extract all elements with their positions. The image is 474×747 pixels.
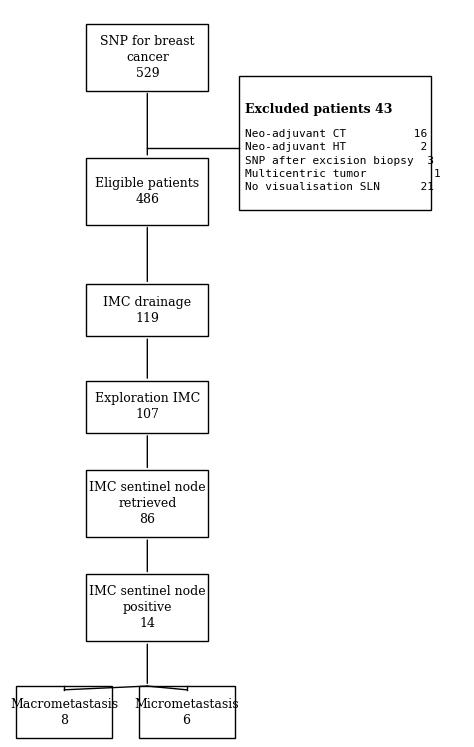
Text: Eligible patients
486: Eligible patients 486 [95,177,200,205]
FancyBboxPatch shape [86,471,209,537]
FancyBboxPatch shape [239,75,431,210]
Text: Micrometastasis
6: Micrometastasis 6 [134,698,239,727]
Text: Exploration IMC
107: Exploration IMC 107 [95,392,200,421]
FancyBboxPatch shape [86,24,209,90]
FancyBboxPatch shape [86,381,209,433]
Text: Macrometastasis
8: Macrometastasis 8 [10,698,118,727]
FancyBboxPatch shape [86,284,209,336]
Text: IMC sentinel node
retrieved
86: IMC sentinel node retrieved 86 [89,481,206,526]
FancyBboxPatch shape [17,686,112,738]
Text: IMC drainage
119: IMC drainage 119 [103,296,191,325]
Text: Excluded patients 43: Excluded patients 43 [246,103,393,116]
FancyBboxPatch shape [86,574,209,642]
Text: Neo-adjuvant CT          16
Neo-adjuvant HT           2
SNP after excision biops: Neo-adjuvant CT 16 Neo-adjuvant HT 2 SNP… [246,116,441,192]
Text: SNP for breast
cancer
529: SNP for breast cancer 529 [100,34,194,80]
Text: IMC sentinel node
positive
14: IMC sentinel node positive 14 [89,586,206,630]
FancyBboxPatch shape [138,686,235,738]
FancyBboxPatch shape [86,158,209,225]
